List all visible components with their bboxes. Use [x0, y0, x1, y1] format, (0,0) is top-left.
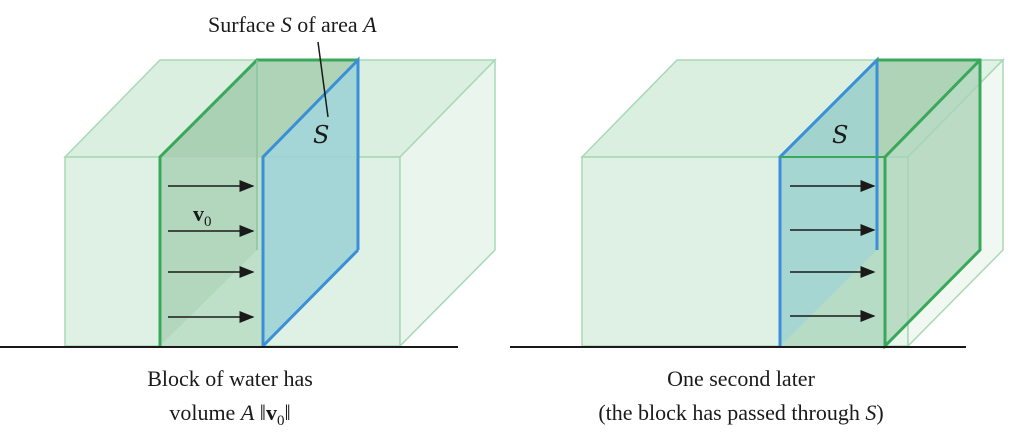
- left-panel: v0 S Surface S of area A Block of water …: [0, 12, 497, 429]
- right-caption-line2: (the block has passed through S): [598, 400, 883, 425]
- left-caption-line1: Block of water has: [147, 366, 313, 391]
- left-surface-bottom-edge: [261, 248, 360, 348]
- right-green-edge: [877, 58, 982, 350]
- left-surface-s: [263, 60, 358, 346]
- left-surface-symbol: S: [313, 121, 329, 149]
- right-caption-line1: One second later: [667, 366, 815, 391]
- right-surface-s: [780, 60, 877, 346]
- surface-top-label: Surface S of area A: [208, 12, 377, 37]
- right-surface-edge: [778, 56, 879, 346]
- right-surface-symbol: S: [832, 121, 848, 149]
- left-slab-back: [160, 60, 257, 346]
- left-block-right-face: [399, 58, 496, 348]
- surface-leader-line: [317, 41, 329, 118]
- left-green-edge: [158, 58, 358, 346]
- right-panel: S One second later (the block has passed…: [510, 56, 1005, 425]
- right-slab-side: [885, 60, 980, 346]
- left-caption-line2: volume A ‖v0‖: [169, 400, 290, 429]
- left-surface-edge: [261, 56, 360, 346]
- velocity-label: v0: [193, 201, 212, 230]
